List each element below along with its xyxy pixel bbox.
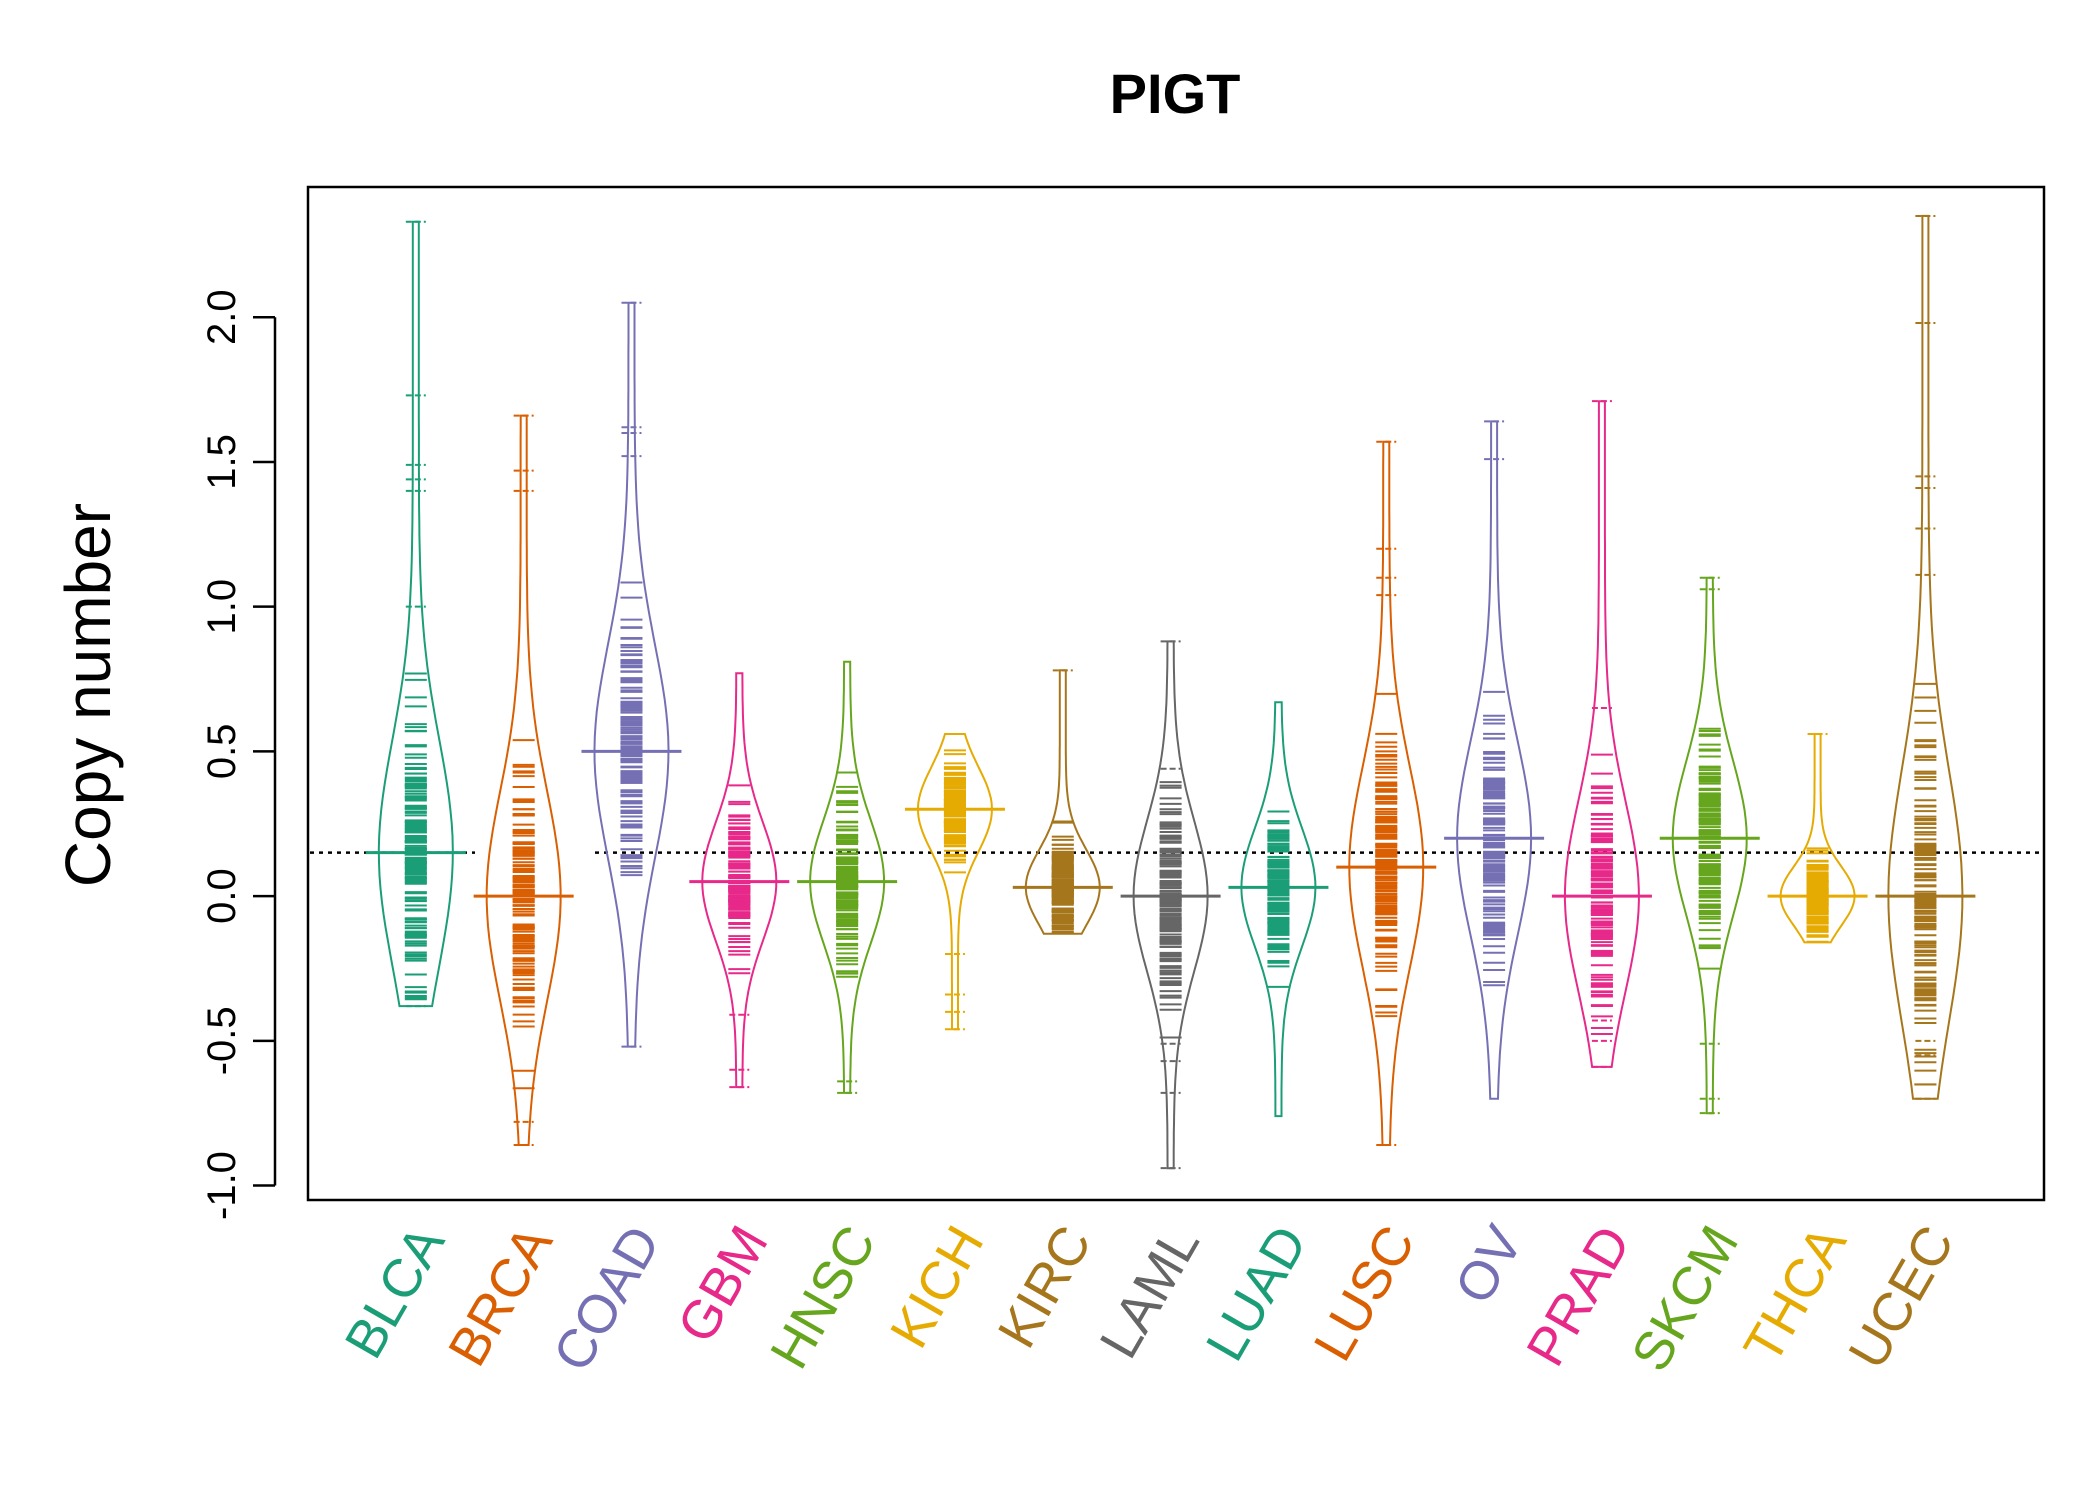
category-label-luad: LUAD [1195, 1216, 1319, 1371]
category-label-kich: KICH [879, 1216, 995, 1358]
bean-kich [904, 733, 1005, 1031]
bean-laml [1120, 640, 1221, 1170]
category-label-kirc: KIRC [987, 1216, 1103, 1358]
bean-density-hnsc [809, 660, 886, 1094]
bean-density-luad [1240, 701, 1317, 1118]
y-tick-label: 2.0 [200, 289, 244, 345]
y-tick-label: 1.0 [200, 579, 244, 635]
bean-coad [581, 301, 682, 1048]
bean-density-skcm [1671, 576, 1748, 1115]
bean-ucec [1875, 214, 1976, 1100]
chart-title: PIGT [1110, 62, 1241, 125]
category-label-laml: LAML [1089, 1216, 1212, 1368]
bean-density-ov [1456, 420, 1533, 1100]
bean-ov [1444, 420, 1545, 1100]
bean-brca [473, 414, 574, 1147]
bean-density-lusc [1348, 440, 1425, 1146]
category-label-ov: OV [1444, 1216, 1535, 1314]
y-axis: -1.0 -0.5 0.0 0.5 1.0 1.5 2.0 [200, 289, 277, 1220]
bean-lusc [1336, 440, 1437, 1147]
y-axis-label: Copy number [52, 503, 124, 887]
bean-density-blca [377, 220, 454, 1008]
y-tick-label: -1.0 [200, 1151, 244, 1220]
bean-density-coad [593, 301, 670, 1048]
y-tick-label: -0.5 [200, 1006, 244, 1075]
y-tick-label: 0.5 [200, 724, 244, 780]
category-label-lusc: LUSC [1303, 1216, 1427, 1371]
y-tick-label: 0.0 [200, 868, 244, 924]
bean-blca [365, 220, 466, 1008]
bean-kirc [1012, 669, 1113, 935]
category-label-hnsc: HNSC [759, 1216, 887, 1379]
bean-density-prad [1563, 400, 1640, 1068]
bean-density-ucec [1887, 214, 1964, 1100]
bean-prad [1551, 400, 1652, 1068]
bean-density-kich [916, 733, 993, 1031]
plot-area-frame [306, 185, 2046, 1202]
category-label-ucec: UCEC [1837, 1216, 1965, 1379]
bean-hnsc [797, 660, 898, 1094]
category-label-coad: COAD [542, 1216, 672, 1381]
bean-density-gbm [701, 672, 778, 1089]
category-label-gbm: GBM [666, 1216, 779, 1353]
bean-density-thca [1779, 733, 1856, 944]
marks-layer [310, 214, 2042, 1170]
bean-gbm [689, 672, 790, 1089]
bean-luad [1228, 701, 1329, 1118]
bean-thca [1767, 733, 1868, 944]
bean-skcm [1659, 576, 1760, 1115]
bean-density-laml [1132, 640, 1209, 1170]
bean-density-brca [485, 414, 562, 1146]
y-tick-label: 1.5 [200, 434, 244, 490]
bean-density-kirc [1024, 669, 1101, 935]
category-label-skcm: SKCM [1620, 1216, 1750, 1381]
